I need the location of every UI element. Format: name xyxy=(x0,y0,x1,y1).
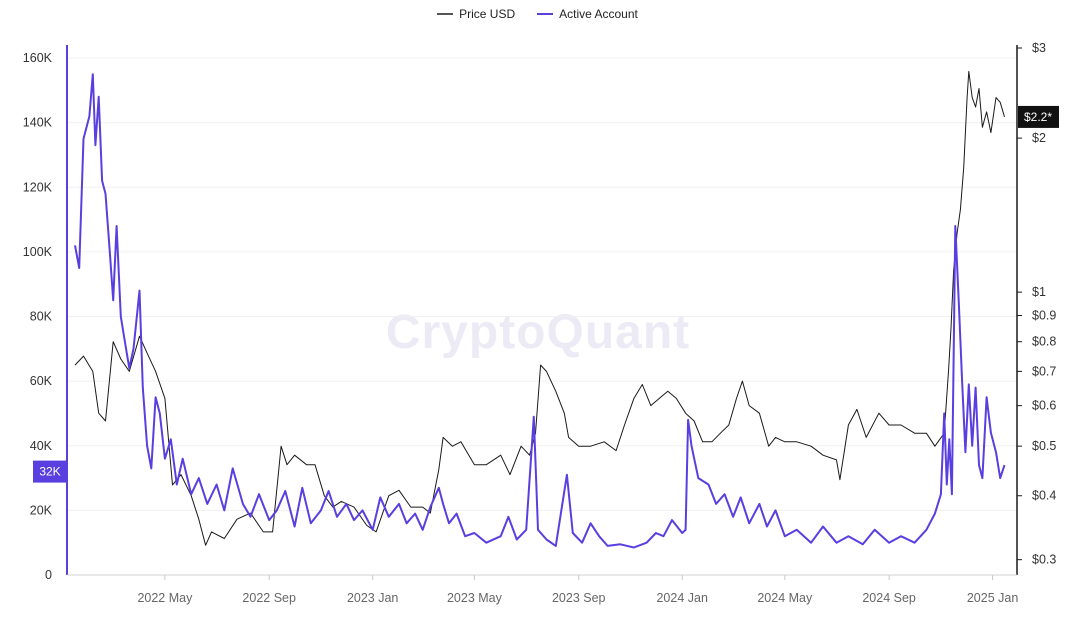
left-tick-label: 100K xyxy=(23,245,53,259)
left-tick-label: 80K xyxy=(30,310,53,324)
x-tick-label: 2024 Jan xyxy=(656,591,707,605)
right-value-badge xyxy=(1018,105,1059,128)
left-value-badge xyxy=(33,460,67,483)
x-tick-label: 2023 Sep xyxy=(552,591,606,605)
right-tick-label: $3 xyxy=(1032,41,1046,55)
x-tick-label: 2022 Sep xyxy=(242,591,296,605)
right-tick-label: $0.6 xyxy=(1032,399,1056,413)
right-tick-label: $0.5 xyxy=(1032,439,1056,453)
left-tick-label: 20K xyxy=(30,503,53,517)
legend-item-active[interactable]: Active Account xyxy=(537,7,638,21)
right-tick-label: $0.7 xyxy=(1032,364,1056,378)
left-tick-label: 0 xyxy=(45,568,52,582)
right-value-badge-label: $2.2* xyxy=(1024,110,1052,124)
left-tick-label: 40K xyxy=(30,439,53,453)
x-tick-label: 2022 May xyxy=(137,591,193,605)
grid xyxy=(67,57,1017,511)
active-account-line xyxy=(74,73,1006,549)
right-tick-label: $2 xyxy=(1032,131,1046,145)
x-tick-label: 2025 Jan xyxy=(967,591,1018,605)
series-lines xyxy=(74,70,1006,549)
legend-active-label: Active Account xyxy=(559,7,638,21)
price-swatch-icon xyxy=(437,13,454,15)
legend: Price USD Active Account xyxy=(0,0,1075,28)
left-axis-ticks: 0 20K 40K 60K 80K 100K 120K 140K 160K xyxy=(23,51,53,582)
left-tick-label: 60K xyxy=(30,374,53,388)
x-tick-label: 2024 Sep xyxy=(862,591,916,605)
watermark: CryptoQuant xyxy=(386,306,690,359)
left-value-badge-label: 32K xyxy=(39,465,60,479)
right-tick-label: $0.3 xyxy=(1032,553,1056,567)
x-axis-ticks: 2022 May 2022 Sep 2023 Jan 2023 May 2023 Sep… xyxy=(137,575,1018,605)
x-tick-label: 2023 May xyxy=(447,591,503,605)
legend-price-label: Price USD xyxy=(459,7,516,21)
legend-item-price[interactable]: Price USD xyxy=(437,7,515,21)
right-tick-label: $1 xyxy=(1032,285,1046,299)
right-tick-label: $0.4 xyxy=(1032,489,1056,503)
right-tick-label: $0.8 xyxy=(1032,335,1056,349)
right-tick-label: $0.9 xyxy=(1032,309,1056,323)
value-badges: 32K $2.2* xyxy=(33,105,1059,483)
x-tick-label: 2024 May xyxy=(757,591,813,605)
right-axis-ticks: $0.3 $0.4 $0.5 $0.6 $0.7 $0.8 $0.9 $1 $2 $3 xyxy=(1017,41,1056,567)
active-swatch-icon xyxy=(537,13,554,15)
x-tick-label: 2023 Jan xyxy=(347,591,398,605)
left-tick-label: 160K xyxy=(23,51,53,65)
left-tick-label: 120K xyxy=(23,180,53,194)
price-usd-line xyxy=(74,70,1005,546)
left-tick-label: 140K xyxy=(23,116,53,130)
